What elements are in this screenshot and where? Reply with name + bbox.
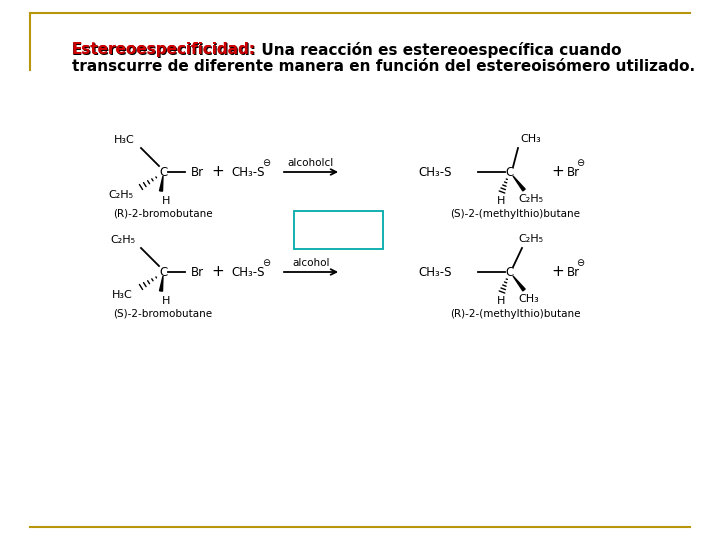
Text: +: + (212, 165, 225, 179)
Text: CH₃: CH₃ (520, 134, 541, 144)
Text: Br: Br (191, 165, 204, 179)
Polygon shape (160, 176, 163, 191)
Text: H: H (162, 296, 171, 306)
Text: Estereoespecificidad:: Estereoespecificidad: (72, 42, 256, 57)
Text: CH₃-S: CH₃-S (231, 165, 264, 179)
Text: alcoholcl: alcoholcl (288, 158, 334, 168)
Text: C₂H₅: C₂H₅ (518, 194, 543, 204)
Text: H₃C: H₃C (112, 290, 133, 300)
Text: ⊖: ⊖ (576, 158, 584, 168)
Text: CH₃-S: CH₃-S (418, 165, 452, 179)
Text: H₃C: H₃C (114, 135, 135, 145)
Text: transcurre de diferente manera en función del estereoisómero utilizado.: transcurre de diferente manera en funció… (72, 59, 695, 74)
FancyBboxPatch shape (294, 211, 383, 249)
Text: stereospecific: stereospecific (302, 220, 375, 230)
Text: +: + (552, 265, 564, 280)
Text: CH₃-S: CH₃-S (418, 266, 452, 279)
Text: C₂H₅: C₂H₅ (110, 235, 135, 245)
Text: Estereoespecificidad: Una reacción es estereoespecífica cuando: Estereoespecificidad: Una reacción es es… (72, 42, 621, 58)
Polygon shape (160, 276, 163, 291)
Text: +: + (552, 165, 564, 179)
Text: C₂H₅: C₂H₅ (108, 190, 133, 200)
Polygon shape (513, 276, 525, 291)
Text: (S)-2-bromobutane: (S)-2-bromobutane (114, 309, 212, 319)
Text: alcohol: alcohol (292, 258, 330, 268)
Text: Br: Br (567, 165, 580, 179)
Text: H: H (162, 196, 171, 206)
Text: (R)-2-(methylthio)butane: (R)-2-(methylthio)butane (450, 309, 580, 319)
Text: substitution: substitution (307, 232, 369, 242)
Text: C: C (506, 165, 514, 179)
Text: +: + (212, 265, 225, 280)
Text: Estereoespecificidad:: Estereoespecificidad: (72, 42, 256, 57)
Text: H: H (497, 296, 505, 306)
Text: C: C (159, 165, 167, 179)
Text: C₂H₅: C₂H₅ (518, 234, 543, 244)
Text: (R)-2-bromobutane: (R)-2-bromobutane (113, 209, 213, 219)
Text: Br: Br (567, 266, 580, 279)
Text: ⊖: ⊖ (262, 158, 270, 168)
Text: C: C (506, 266, 514, 279)
Text: ⊖: ⊖ (576, 258, 584, 268)
Text: C: C (159, 266, 167, 279)
Text: CH₃: CH₃ (518, 294, 539, 304)
Text: H: H (497, 196, 505, 206)
Text: ⊖: ⊖ (262, 258, 270, 268)
Text: Br: Br (191, 266, 204, 279)
Polygon shape (513, 176, 525, 191)
Text: (S)-2-(methylthio)butane: (S)-2-(methylthio)butane (450, 209, 580, 219)
Text: CH₃-S: CH₃-S (231, 266, 264, 279)
